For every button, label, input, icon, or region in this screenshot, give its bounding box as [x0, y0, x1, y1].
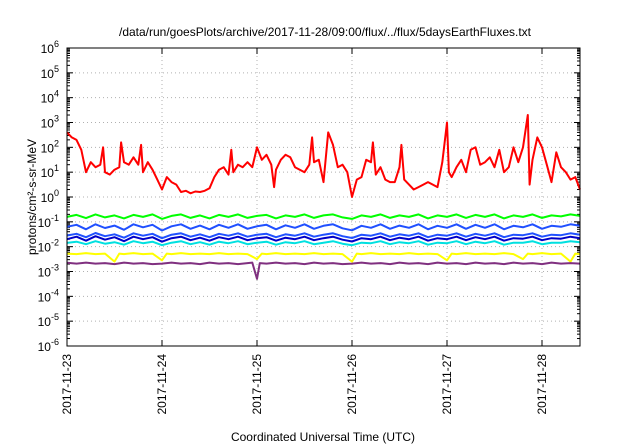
y-tick-label: 10-2: [38, 238, 59, 255]
y-tick-label: 10-4: [38, 287, 59, 304]
series-line-7: [66, 252, 581, 263]
y-tick-label: 101: [41, 163, 59, 180]
series-layer: [66, 114, 581, 280]
y-tick-label: 10-3: [38, 263, 59, 280]
chart-title: /data/run/goesPlots/archive/2017-11-28/0…: [119, 25, 532, 39]
y-tick-label: 103: [41, 114, 59, 131]
plot-frame: [66, 47, 581, 347]
series-line-1: [66, 114, 581, 198]
series-line-8: [66, 261, 581, 280]
x-tick-label: 2017-11-28: [535, 354, 549, 415]
x-tick-label: 2017-11-23: [60, 354, 74, 415]
ytick-layer: 10-6 10-5 10-4 10-3 10-2 10-1 100 101 102 103 104 1…: [38, 39, 580, 354]
x-tick-label: 2017-11-25: [250, 354, 264, 415]
series-line-5: [66, 240, 581, 247]
series-line-3: [66, 223, 581, 232]
y-tick-label: 105: [41, 64, 59, 81]
y-tick-label: 102: [41, 138, 59, 155]
x-tick-label: 2017-11-24: [155, 354, 169, 415]
grid-layer: [67, 48, 580, 346]
y-tick-label: 100: [41, 188, 59, 205]
y-tick-label: 10-6: [38, 337, 59, 354]
x-axis-label: Coordinated Universal Time (UTC): [231, 430, 415, 444]
series-line-2: [66, 213, 581, 220]
series-line-4: [66, 232, 581, 240]
y-axis-label: protons/cm²-s-sr-MeV: [25, 139, 39, 255]
x-tick-label: 2017-11-26: [345, 354, 359, 415]
y-tick-label: 106: [41, 39, 59, 56]
series-line-6: [66, 235, 581, 243]
x-tick-label: 2017-11-27: [440, 354, 454, 415]
y-tick-label: 10-5: [38, 312, 59, 329]
y-tick-label: 10-1: [38, 213, 59, 230]
xtick-layer: 2017-11-23 2017-11-24 2017-11-25 2017-11-26…: [60, 48, 549, 415]
y-tick-label: 104: [41, 89, 59, 106]
